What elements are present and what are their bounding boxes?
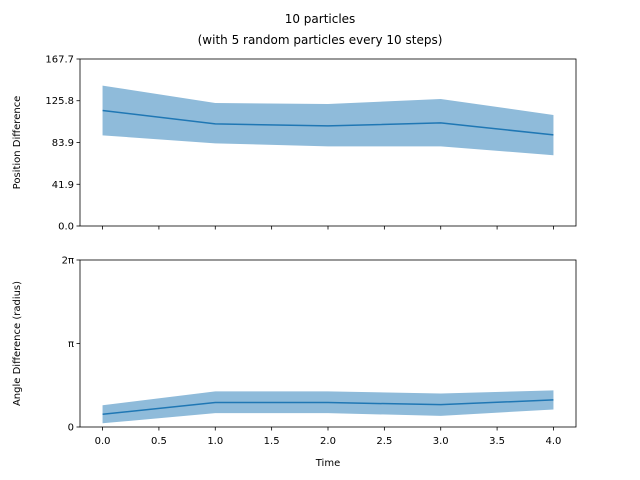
position-ytick-label: 0.0 (58, 222, 74, 233)
figure-title-line2: (with 5 random particles every 10 steps) (198, 33, 443, 47)
angle-ytick-label: π (68, 339, 74, 350)
angle-ylabel: Angle Difference (radius) (12, 281, 23, 406)
angle-std-band (102, 390, 554, 424)
position-ytick-label: 125.8 (45, 96, 74, 107)
position-difference-panel: 0.0 41.9 83.9 125.8 167.7 Position Difference (12, 55, 577, 233)
angle-xtick-label: 0.0 (95, 436, 111, 447)
angle-difference-panel: 0 π 2π 0.0 0.5 1.0 1.5 2.0 2.5 3.0 3.5 4.0 Angle Dif… (12, 256, 577, 469)
position-ylabel: Position Difference (12, 96, 23, 190)
angle-ytick-label: 0 (68, 423, 74, 434)
position-ytick-label: 83.9 (52, 138, 74, 149)
angle-xtick-label: 1.0 (207, 436, 223, 447)
angle-xtick-label: 4.0 (546, 436, 562, 447)
angle-xlabel: Time (315, 458, 340, 469)
angle-xtick-label: 1.5 (264, 436, 280, 447)
position-std-band (102, 85, 554, 156)
position-ytick-label: 167.7 (45, 55, 74, 66)
angle-xtick-label: 0.5 (151, 436, 167, 447)
position-ytick-label: 41.9 (52, 180, 74, 191)
angle-xtick-label: 3.5 (489, 436, 505, 447)
angle-xtick-label: 2.0 (320, 436, 336, 447)
figure-title-line1: 10 particles (285, 12, 356, 26)
angle-ytick-label: 2π (62, 256, 74, 267)
angle-xtick-label: 3.0 (433, 436, 449, 447)
angle-xtick-label: 2.5 (376, 436, 392, 447)
